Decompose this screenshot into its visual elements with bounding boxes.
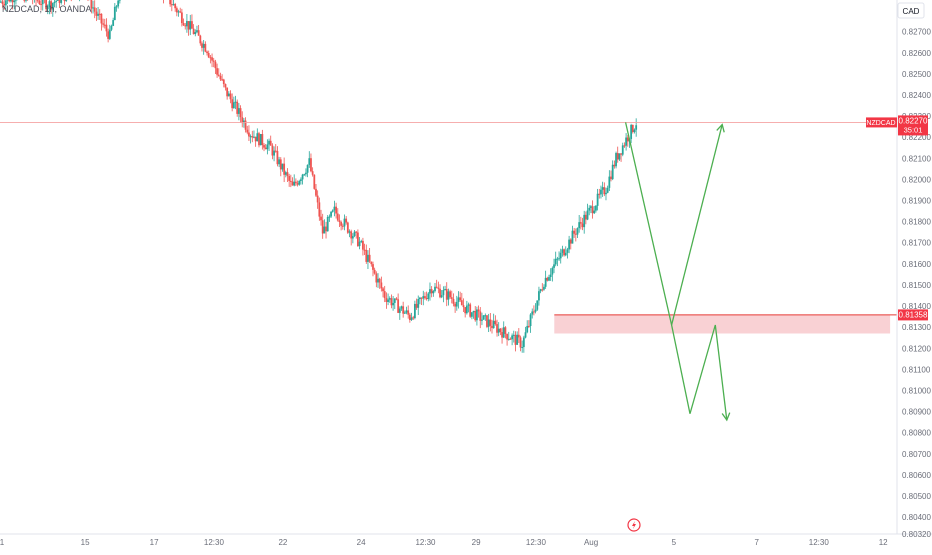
- demand-zone[interactable]: [554, 315, 890, 334]
- candle: [347, 222, 349, 234]
- candle: [536, 300, 538, 311]
- time-tick-label: 15: [81, 538, 90, 547]
- time-tick-label: 12:30: [415, 538, 436, 547]
- price-tick-label: 0.81600: [902, 260, 931, 269]
- time-tick-label: 12:30: [809, 538, 830, 547]
- price-tick-label: 0.82000: [902, 175, 931, 184]
- candle: [327, 215, 329, 232]
- time-tick-label: 12:30: [526, 538, 547, 547]
- price-tick-label: 0.80400: [902, 513, 931, 522]
- time-tick-label: 24: [357, 538, 366, 547]
- price-tick-label: 0.80500: [902, 492, 931, 501]
- time-tick-label: Aug: [584, 538, 598, 547]
- lightning-icon[interactable]: [628, 519, 640, 531]
- currency-badge[interactable]: CAD: [898, 3, 924, 18]
- price-tick-label: 0.81000: [902, 386, 931, 395]
- time-tick-label: 7: [754, 538, 759, 547]
- time-tick-label: 22: [278, 538, 287, 547]
- current-price-symbol: NZDCAD: [866, 120, 895, 127]
- price-tick-label: 0.82400: [902, 91, 931, 100]
- time-tick-label: 11: [0, 538, 5, 547]
- candle: [486, 315, 488, 328]
- price-tick-label: 0.81700: [902, 239, 931, 248]
- price-tick-label: 0.80700: [902, 450, 931, 459]
- price-tick-label: 0.82700: [902, 28, 931, 37]
- candle: [313, 174, 315, 190]
- price-tick-label: 0.80600: [902, 471, 931, 480]
- zone-price-badge: 0.81358: [898, 309, 928, 320]
- candle: [483, 315, 485, 320]
- time-tick-label: 5: [672, 538, 677, 547]
- candle: [469, 303, 471, 318]
- candle: [258, 132, 260, 148]
- price-tick-label: 0.80900: [902, 408, 931, 417]
- price-tick-label: 0.80800: [902, 429, 931, 438]
- price-tick-label: 0.80320: [902, 530, 931, 539]
- price-tick-label: 0.81100: [902, 365, 931, 374]
- time-tick-label: 12:30: [204, 538, 225, 547]
- bar-countdown: 35:01: [904, 125, 923, 134]
- symbol-title: NZDCAD, 1h, OANDA: [2, 4, 92, 14]
- price-tick-label: 0.82600: [902, 49, 931, 58]
- price-tick-label: 0.82500: [902, 70, 931, 79]
- currency-badge-label: CAD: [903, 7, 920, 16]
- price-tick-label: 0.81900: [902, 197, 931, 206]
- candle: [260, 134, 262, 145]
- time-tick-label: 12: [879, 538, 888, 547]
- price-tick-label: 0.81300: [902, 323, 931, 332]
- time-tick-label: 29: [472, 538, 481, 547]
- candle: [615, 152, 617, 169]
- zone-price-value: 0.81358: [899, 310, 928, 319]
- price-tick-label: 0.81500: [902, 281, 931, 290]
- price-tick-label: 0.82100: [902, 154, 931, 163]
- time-tick-label: 17: [150, 538, 159, 547]
- price-tick-label: 0.81200: [902, 344, 931, 353]
- price-tick-label: 0.81800: [902, 218, 931, 227]
- current-price-value: 0.82270: [899, 116, 928, 125]
